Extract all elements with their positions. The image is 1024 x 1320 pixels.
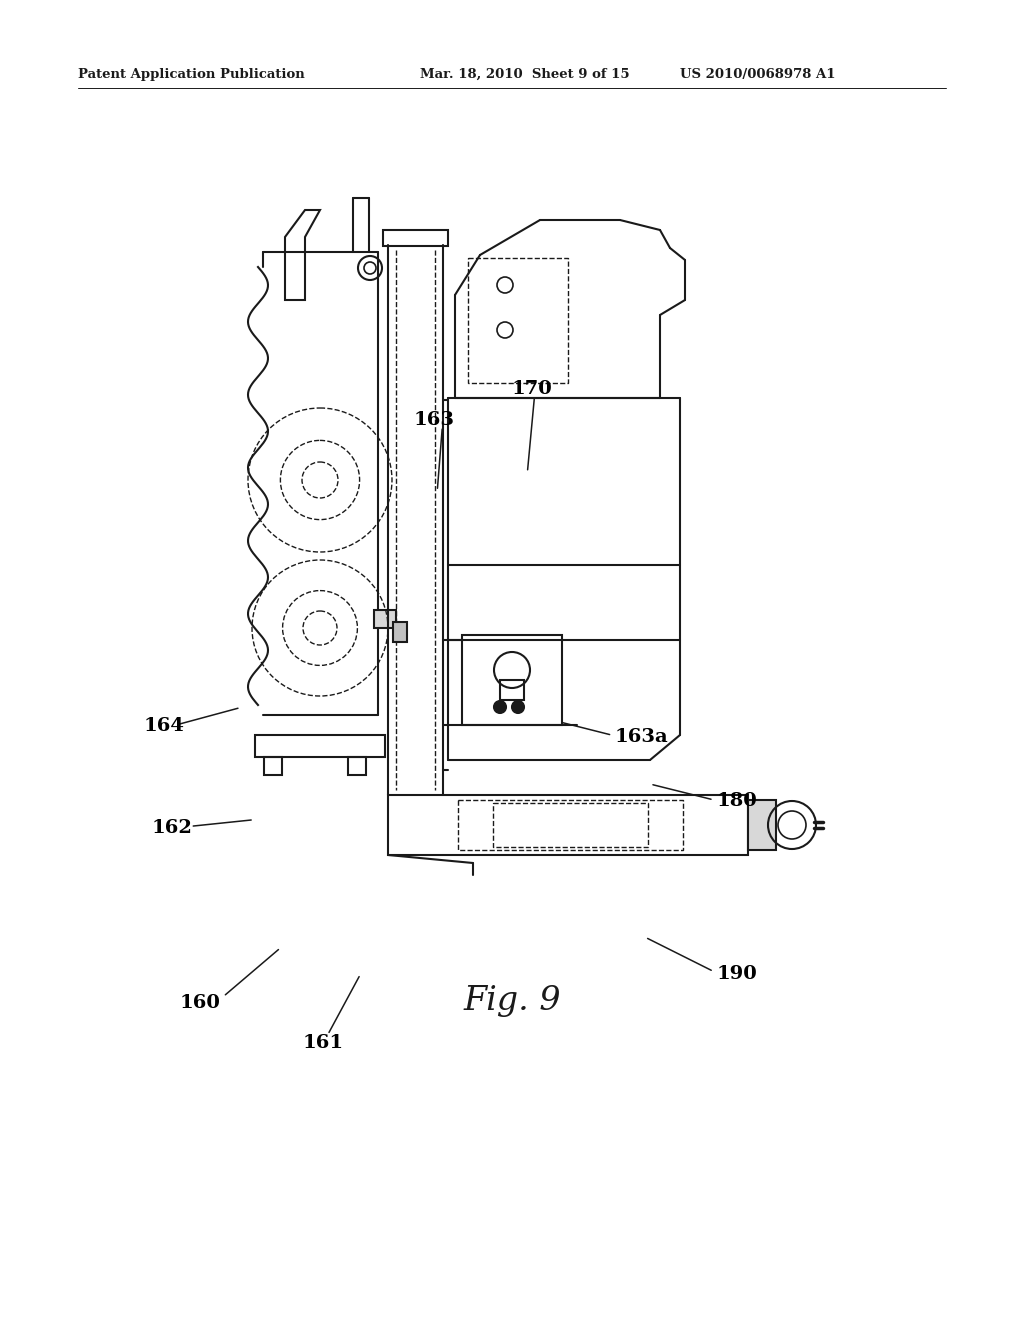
Circle shape xyxy=(512,701,524,713)
Bar xyxy=(264,756,282,775)
Bar xyxy=(383,230,449,246)
Text: 163: 163 xyxy=(414,411,455,429)
Text: US 2010/0068978 A1: US 2010/0068978 A1 xyxy=(680,69,836,81)
Text: 190: 190 xyxy=(717,965,758,983)
Text: Fig. 9: Fig. 9 xyxy=(463,985,561,1016)
Text: Mar. 18, 2010  Sheet 9 of 15: Mar. 18, 2010 Sheet 9 of 15 xyxy=(420,69,630,81)
Bar xyxy=(462,635,562,725)
Text: 163a: 163a xyxy=(614,727,668,746)
Bar xyxy=(493,803,648,847)
Bar xyxy=(255,735,385,756)
Text: 164: 164 xyxy=(143,717,184,735)
Circle shape xyxy=(494,701,506,713)
Bar xyxy=(468,257,568,383)
Bar xyxy=(748,800,776,850)
Text: 180: 180 xyxy=(717,792,758,810)
Bar xyxy=(393,622,407,642)
Bar xyxy=(388,795,748,855)
Text: 162: 162 xyxy=(152,818,193,837)
Text: Patent Application Publication: Patent Application Publication xyxy=(78,69,305,81)
Bar xyxy=(374,610,396,628)
Text: 170: 170 xyxy=(512,380,553,399)
Bar xyxy=(348,756,366,775)
Bar xyxy=(500,680,524,700)
Bar xyxy=(458,800,683,850)
Text: 161: 161 xyxy=(302,1034,343,1052)
Text: 160: 160 xyxy=(179,994,220,1012)
